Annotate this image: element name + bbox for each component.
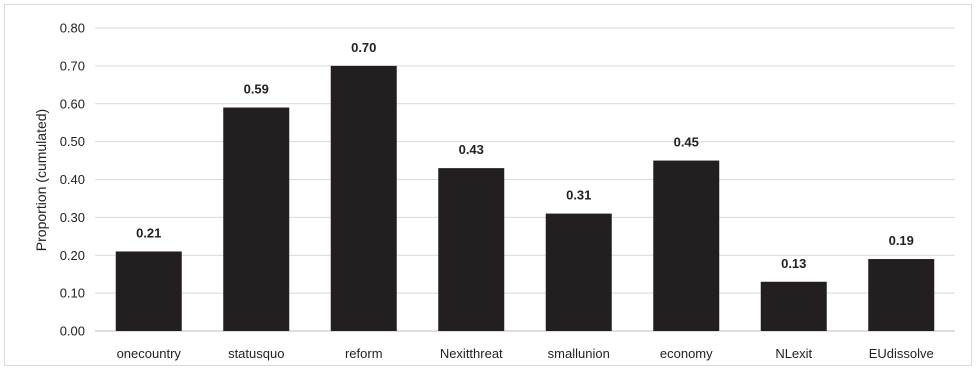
bar-NLexit bbox=[760, 281, 827, 331]
y-tick-label: 0.50 bbox=[60, 134, 85, 149]
data-label-onecountry: 0.21 bbox=[136, 225, 161, 240]
y-axis-title: Proportion (cumulated) bbox=[33, 109, 49, 251]
data-label-EUdissolve: 0.19 bbox=[889, 233, 914, 248]
data-labels: 0.21 0.59 0.70 0.43 0.31 0.45 0.13 0.19 bbox=[136, 40, 914, 271]
y-tick-label: 0.10 bbox=[60, 286, 85, 301]
bar-smallunion bbox=[545, 213, 612, 331]
x-category-economy: economy bbox=[660, 346, 713, 361]
y-tick-label: 0.30 bbox=[60, 210, 85, 225]
y-tick-label: 0.20 bbox=[60, 248, 85, 263]
bar-statusquo bbox=[223, 107, 290, 331]
y-tick-label: 0.00 bbox=[60, 324, 85, 339]
data-label-NLexit: 0.13 bbox=[781, 256, 806, 271]
x-category-Nexitthreat: Nexitthreat bbox=[440, 346, 503, 361]
x-axis-categories: onecountry statusquo reform Nexitthreat smal… bbox=[117, 346, 934, 361]
data-label-smallunion: 0.31 bbox=[566, 188, 591, 203]
data-label-economy: 0.45 bbox=[674, 135, 699, 150]
bar-reform bbox=[330, 65, 397, 331]
bar-EUdissolve bbox=[868, 259, 935, 331]
data-label-Nexitthreat: 0.43 bbox=[459, 142, 484, 157]
x-category-EUdissolve: EUdissolve bbox=[869, 346, 934, 361]
y-tick-label: 0.40 bbox=[60, 172, 85, 187]
bar-Nexitthreat bbox=[438, 168, 505, 331]
y-tick-label: 0.60 bbox=[60, 96, 85, 111]
y-tick-label: 0.70 bbox=[60, 58, 85, 73]
data-label-reform: 0.70 bbox=[351, 40, 376, 55]
x-category-reform: reform bbox=[345, 346, 383, 361]
y-axis-ticks: 0.00 0.10 0.20 0.30 0.40 0.50 0.60 0.70 0.80 bbox=[60, 21, 85, 339]
y-tick-label: 0.80 bbox=[60, 21, 85, 36]
bars bbox=[115, 65, 935, 331]
x-category-statusquo: statusquo bbox=[228, 346, 284, 361]
bar-economy bbox=[653, 160, 720, 331]
x-category-smallunion: smallunion bbox=[548, 346, 610, 361]
x-category-NLexit: NLexit bbox=[775, 346, 812, 361]
x-category-onecountry: onecountry bbox=[117, 346, 182, 361]
bar-onecountry bbox=[115, 251, 182, 331]
data-label-statusquo: 0.59 bbox=[244, 82, 269, 97]
